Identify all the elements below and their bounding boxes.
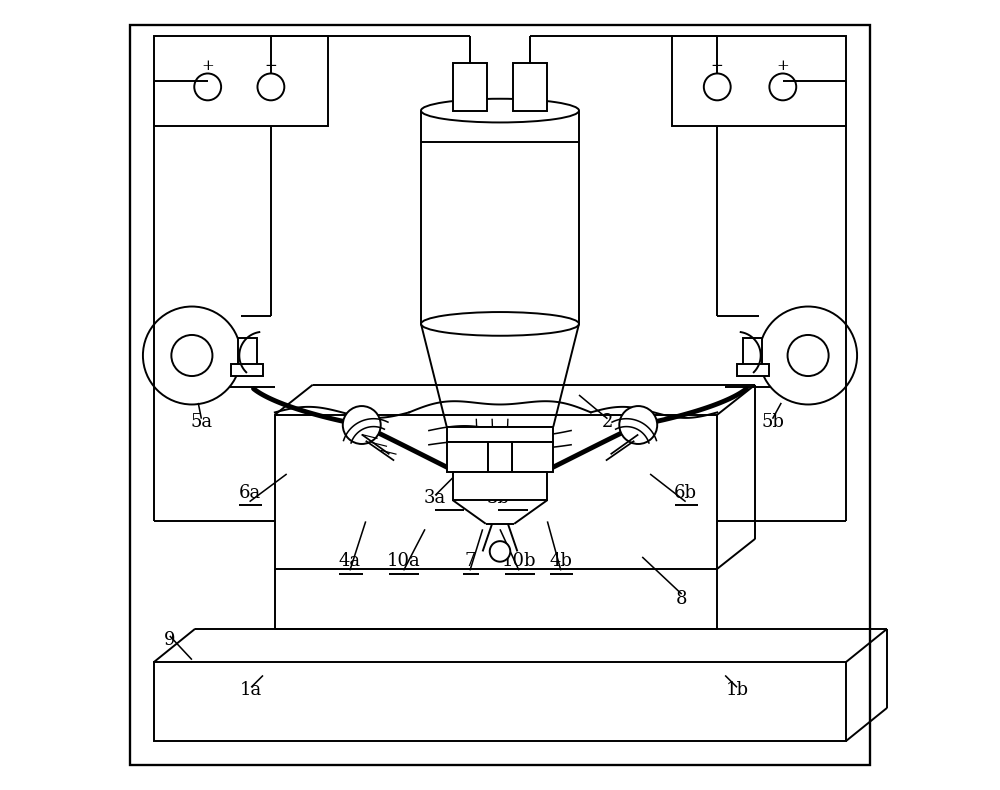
Circle shape <box>171 335 212 376</box>
Bar <box>238 338 257 371</box>
Text: 10b: 10b <box>502 552 536 570</box>
Circle shape <box>788 335 829 376</box>
Text: 9: 9 <box>164 631 176 649</box>
Bar <box>154 36 328 126</box>
Text: 8: 8 <box>676 590 687 608</box>
Ellipse shape <box>421 312 579 336</box>
Text: +: + <box>201 59 214 73</box>
Circle shape <box>343 406 381 444</box>
Bar <box>453 63 487 111</box>
Circle shape <box>619 406 657 444</box>
Circle shape <box>769 73 796 100</box>
Text: 1a: 1a <box>240 681 262 699</box>
Circle shape <box>194 73 221 100</box>
Bar <box>513 63 547 111</box>
Text: 10a: 10a <box>387 552 420 570</box>
Bar <box>447 442 488 472</box>
Text: 4b: 4b <box>549 552 572 570</box>
Circle shape <box>704 73 731 100</box>
Text: 7: 7 <box>464 552 476 570</box>
Bar <box>275 415 717 569</box>
Bar <box>154 662 846 741</box>
Text: 3a: 3a <box>424 489 446 507</box>
Circle shape <box>759 307 857 404</box>
Text: 6b: 6b <box>674 483 697 502</box>
Bar <box>737 364 769 376</box>
Text: +: + <box>776 59 789 73</box>
Text: 5b: 5b <box>761 412 784 431</box>
Bar <box>743 338 762 371</box>
Circle shape <box>257 73 284 100</box>
Bar <box>447 427 553 442</box>
Circle shape <box>143 307 241 404</box>
Text: −: − <box>711 59 724 73</box>
Ellipse shape <box>421 99 579 122</box>
Bar <box>672 36 846 126</box>
Bar <box>231 364 263 376</box>
Text: 1b: 1b <box>726 681 748 699</box>
Text: 5a: 5a <box>190 412 212 431</box>
Circle shape <box>490 541 510 562</box>
Text: 2: 2 <box>602 412 613 431</box>
Bar <box>453 472 547 500</box>
Text: −: − <box>265 59 277 73</box>
Bar <box>512 442 553 472</box>
Text: 4a: 4a <box>339 552 361 570</box>
Text: 3b: 3b <box>486 489 509 507</box>
Text: 6a: 6a <box>238 483 261 502</box>
Bar <box>488 442 512 472</box>
